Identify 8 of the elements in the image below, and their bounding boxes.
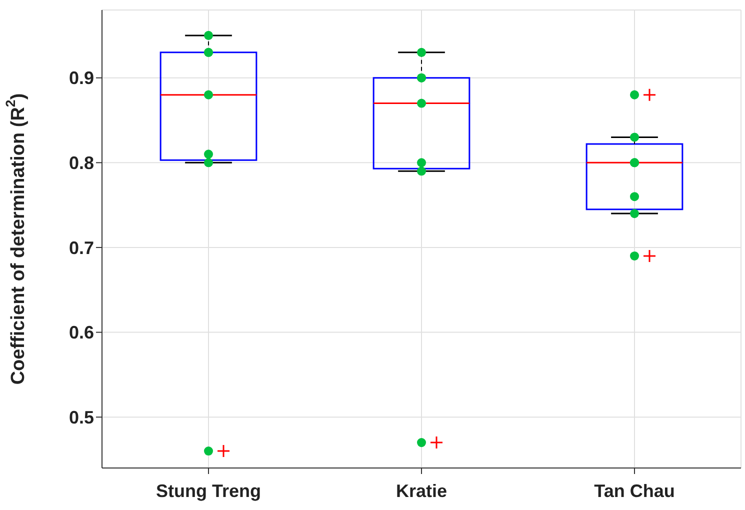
x-tick-label: Kratie — [396, 480, 448, 501]
x-tick-label: Tan Chau — [594, 480, 675, 501]
y-tick-label: 0.6 — [68, 322, 94, 343]
y-tick-label: 0.7 — [68, 238, 94, 258]
x-tick-label: Stung Treng — [156, 480, 261, 501]
y-tick-label: 0.5 — [68, 408, 94, 428]
y-tick-label: 0.8 — [68, 153, 94, 174]
y-tick-label: 0.9 — [68, 68, 94, 88]
